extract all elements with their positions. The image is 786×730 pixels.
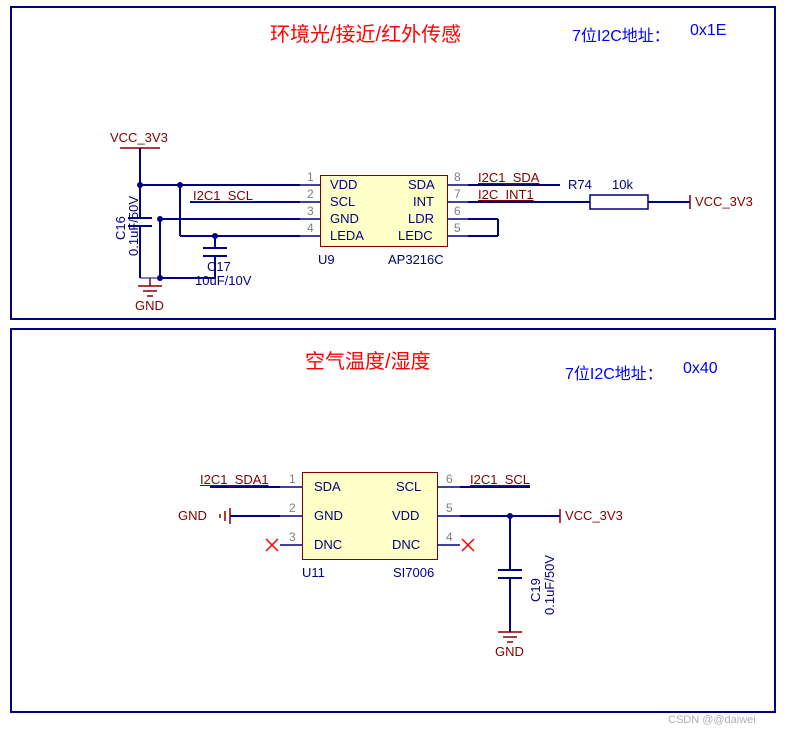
u11-pin-dnc-l: DNC (314, 537, 342, 552)
u11-ref: U11 (302, 565, 325, 580)
u11-num6: 6 (446, 472, 453, 486)
u11-num4: 4 (446, 530, 453, 544)
i2c1-sda1: I2C1_SDA1 (200, 472, 269, 487)
c19-ref: C19 (528, 578, 543, 602)
u11-num3: 3 (289, 530, 296, 544)
u11-num2: 2 (289, 501, 296, 515)
vcc3v3-2: VCC_3V3 (565, 508, 623, 523)
gnd-left2: GND (178, 508, 207, 523)
watermark: CSDN @@daiwei (668, 714, 756, 726)
i2c1-scl2: I2C1_SCL (470, 472, 530, 487)
u11-pin-dnc-r: DNC (392, 537, 420, 552)
u11-pin-scl: SCL (396, 479, 421, 494)
panel2-wires (0, 0, 786, 730)
u11-num1: 1 (289, 472, 296, 486)
gnd-bottom: GND (495, 644, 524, 659)
u11-pin-vdd: VDD (392, 508, 419, 523)
u11-pin-sda: SDA (314, 479, 341, 494)
u11-pin-gnd: GND (314, 508, 343, 523)
c19-val: 0.1uF/50V (542, 555, 557, 615)
schematic-page: 环境光/接近/红外传感 7位I2C地址： 0x1E (0, 0, 786, 730)
u11-part: SI7006 (393, 565, 434, 580)
u11-num5: 5 (446, 501, 453, 515)
